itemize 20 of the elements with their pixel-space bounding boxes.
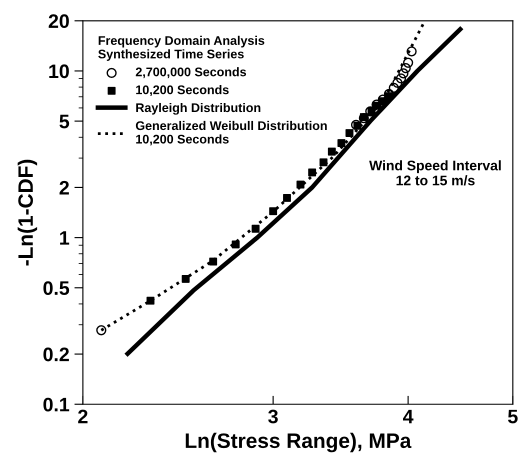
y-tick-label: 1 xyxy=(60,231,70,245)
y-tick-label: 0.2 xyxy=(43,348,69,362)
y-tick-label: 20 xyxy=(48,14,69,28)
y-axis-title: -Ln(1-CDF) xyxy=(18,160,38,266)
y-tick-label: 0.5 xyxy=(43,281,70,296)
legend-label: Rayleigh Distribution xyxy=(136,102,260,115)
legend-label: 2,700,000 Seconds xyxy=(136,67,246,78)
x-tick-label: 4 xyxy=(403,410,414,424)
legend-label: 10,200 Seconds xyxy=(136,85,229,96)
legend-title: Frequency Domain Analysis Synthesized Time Series xyxy=(98,36,264,61)
annotation: Wind Speed Interval 12 to 15 m/s xyxy=(369,160,501,186)
legend-label: Generalized Weibull Distribution 10,200 Seconds xyxy=(136,120,327,146)
x-tick-label: 5 xyxy=(508,410,518,424)
x-tick-label: 2 xyxy=(78,410,88,424)
y-tick-label: 0.1 xyxy=(43,398,70,412)
x-axis-title: Ln(Stress Range), MPa xyxy=(186,432,412,452)
x-tick-label: 3 xyxy=(268,410,278,424)
y-tick-label: 2 xyxy=(60,180,69,194)
y-tick-label: 5 xyxy=(59,114,70,128)
y-tick-label: 10 xyxy=(49,64,69,78)
